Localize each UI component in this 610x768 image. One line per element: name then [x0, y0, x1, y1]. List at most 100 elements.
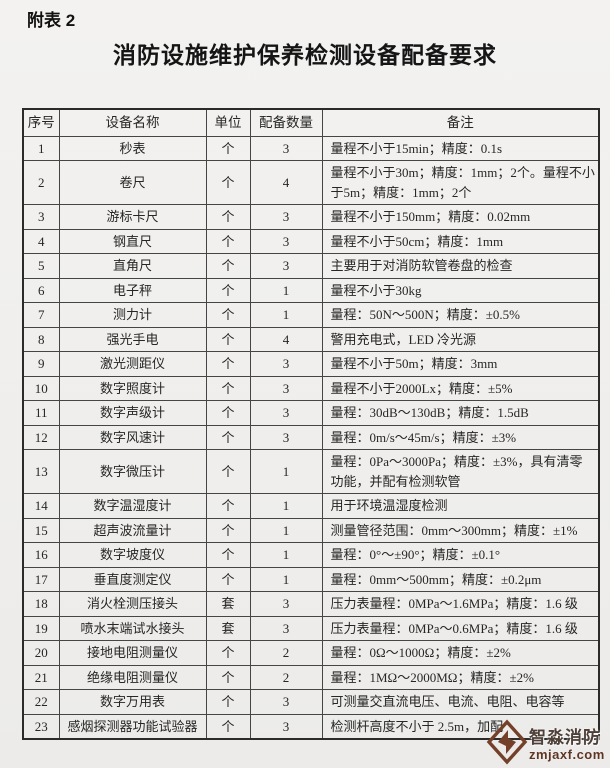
table-row: 17 垂直度测定仪 个 1 量程：0mm～500mm；精度：±0.2μm [22, 566, 600, 592]
cell-remark: 量程：0Pa～3000Pa；精度：±3%，具有清零功能，并配有检测软管 [321, 449, 600, 494]
cell-quantity: 3 [249, 424, 323, 450]
cell-unit: 个 [205, 713, 251, 740]
cell-equipment-name: 数字坡度仪 [58, 542, 207, 568]
cell-row-number: 7 [22, 302, 60, 328]
cell-equipment-name: 数字风速计 [58, 424, 207, 450]
cell-row-number: 9 [22, 351, 60, 377]
cell-equipment-name: 数字照度计 [58, 375, 207, 401]
cell-equipment-name: 钢直尺 [58, 228, 207, 254]
cell-remark: 量程：50N～500N；精度：±0.5% [321, 302, 600, 328]
table-row: 8 强光手电 个 4 警用充电式，LED 冷光源 [22, 326, 600, 352]
table-row: 9 激光测距仪 个 3 量程不小于50m；精度：3mm [22, 351, 600, 377]
cell-row-number: 19 [22, 615, 60, 641]
cell-remark: 量程不小于15min；精度：0.1s [321, 135, 600, 161]
cell-row-number: 6 [22, 277, 60, 303]
cell-quantity: 3 [249, 615, 323, 641]
cell-equipment-name: 超声波流量计 [58, 517, 207, 543]
cell-row-number: 23 [22, 713, 60, 740]
cell-unit: 个 [205, 277, 251, 303]
cell-remark: 量程不小于2000Lx；精度：±5% [321, 375, 600, 401]
cell-row-number: 13 [22, 449, 60, 494]
cell-row-number: 5 [22, 253, 60, 279]
cell-quantity: 1 [249, 277, 323, 303]
cell-row-number: 8 [22, 326, 60, 352]
cell-unit: 个 [205, 375, 251, 401]
cell-unit: 个 [205, 640, 251, 666]
cell-row-number: 3 [22, 204, 60, 230]
cell-equipment-name: 绝缘电阻测量仪 [58, 664, 207, 690]
cell-unit: 个 [205, 326, 251, 352]
cell-equipment-name: 直角尺 [58, 253, 207, 279]
cell-quantity: 3 [249, 591, 323, 617]
table-row: 19 喷水末端试水接头 套 3 压力表量程：0MPa～0.6MPa；精度：1.6… [22, 615, 600, 641]
watermark-url: zmjaxf.com [529, 746, 605, 762]
cell-quantity: 3 [249, 253, 323, 279]
equipment-table-body: 1 秒表 个 3 量程不小于15min；精度：0.1s 2 卷尺 个 4 量程不… [22, 135, 600, 740]
cell-unit: 个 [205, 424, 251, 450]
cell-equipment-name: 喷水末端试水接头 [58, 615, 207, 641]
cell-equipment-name: 接地电阻测量仪 [58, 640, 207, 666]
cell-unit: 个 [205, 517, 251, 543]
cell-row-number: 18 [22, 591, 60, 617]
cell-remark: 压力表量程：0MPa～1.6MPa；精度：1.6 级 [321, 591, 600, 617]
table-row: 6 电子秤 个 1 量程不小于30kg [22, 277, 600, 303]
cell-quantity: 4 [249, 326, 323, 352]
cell-unit: 个 [205, 689, 251, 715]
table-row: 5 直角尺 个 3 主要用于对消防软管卷盘的检查 [22, 253, 600, 279]
cell-unit: 个 [205, 228, 251, 254]
cell-remark: 警用充电式，LED 冷光源 [321, 326, 600, 352]
cell-equipment-name: 数字微压计 [58, 449, 207, 494]
cell-unit: 个 [205, 204, 251, 230]
attachment-label: 附表 2 [27, 11, 76, 30]
cell-row-number: 16 [22, 542, 60, 568]
cell-unit: 个 [205, 566, 251, 592]
cell-row-number: 1 [22, 135, 60, 161]
table-row: 14 数字温湿度计 个 1 用于环境温湿度检测 [22, 493, 600, 519]
table-row: 12 数字风速计 个 3 量程：0m/s～45m/s；精度：±3% [22, 424, 600, 450]
cell-remark: 量程：30dB～130dB；精度：1.5dB [321, 400, 600, 426]
cell-unit: 个 [205, 400, 251, 426]
table-row: 1 秒表 个 3 量程不小于15min；精度：0.1s [22, 135, 600, 161]
cell-quantity: 2 [249, 664, 323, 690]
cell-equipment-name: 数字声级计 [58, 400, 207, 426]
cell-quantity: 1 [249, 302, 323, 328]
table-row: 18 消火栓测压接头 套 3 压力表量程：0MPa～1.6MPa；精度：1.6 … [22, 591, 600, 617]
cell-quantity: 3 [249, 713, 323, 740]
cell-unit: 个 [205, 135, 251, 161]
cell-remark: 量程：0°～±90°；精度：±0.1° [321, 542, 600, 568]
cell-remark: 压力表量程：0MPa～0.6MPa；精度：1.6 级 [321, 615, 600, 641]
column-header-remark: 备注 [321, 108, 600, 137]
cell-remark: 量程：0mm～500mm；精度：±0.2μm [321, 566, 600, 592]
cell-equipment-name: 秒表 [58, 135, 207, 161]
cell-unit: 个 [205, 542, 251, 568]
table-row: 3 游标卡尺 个 3 量程不小于150mm；精度：0.02mm [22, 204, 600, 230]
cell-row-number: 2 [22, 160, 60, 205]
cell-remark: 量程不小于30kg [321, 277, 600, 303]
cell-unit: 个 [205, 302, 251, 328]
cell-row-number: 4 [22, 228, 60, 254]
cell-quantity: 1 [249, 493, 323, 519]
column-header-name: 设备名称 [58, 108, 207, 137]
table-row: 16 数字坡度仪 个 1 量程：0°～±90°；精度：±0.1° [22, 542, 600, 568]
cell-quantity: 2 [249, 640, 323, 666]
cell-unit: 个 [205, 253, 251, 279]
cell-quantity: 3 [249, 400, 323, 426]
table-row: 20 接地电阻测量仪 个 2 量程：0Ω～1000Ω；精度：±2% [22, 640, 600, 666]
cell-unit: 个 [205, 160, 251, 205]
cell-remark: 量程不小于50m；精度：3mm [321, 351, 600, 377]
cell-quantity: 3 [249, 135, 323, 161]
cell-remark: 量程：0Ω～1000Ω；精度：±2% [321, 640, 600, 666]
table-row: 22 数字万用表 个 3 可测量交直流电压、电流、电阻、电容等 [22, 689, 600, 715]
cell-unit: 个 [205, 493, 251, 519]
cell-remark: 量程不小于30m；精度：1mm；2个。量程不小于5m；精度：1mm；2个 [321, 160, 600, 205]
table-row: 2 卷尺 个 4 量程不小于30m；精度：1mm；2个。量程不小于5m；精度：1… [22, 160, 600, 205]
table-row: 7 测力计 个 1 量程：50N～500N；精度：±0.5% [22, 302, 600, 328]
cell-row-number: 22 [22, 689, 60, 715]
cell-unit: 套 [205, 615, 251, 641]
cell-quantity: 1 [249, 566, 323, 592]
cell-equipment-name: 消火栓测压接头 [58, 591, 207, 617]
table-row: 10 数字照度计 个 3 量程不小于2000Lx；精度：±5% [22, 375, 600, 401]
table-row: 21 绝缘电阻测量仪 个 2 量程：1MΩ～2000MΩ；精度：±2% [22, 664, 600, 690]
cell-unit: 个 [205, 351, 251, 377]
